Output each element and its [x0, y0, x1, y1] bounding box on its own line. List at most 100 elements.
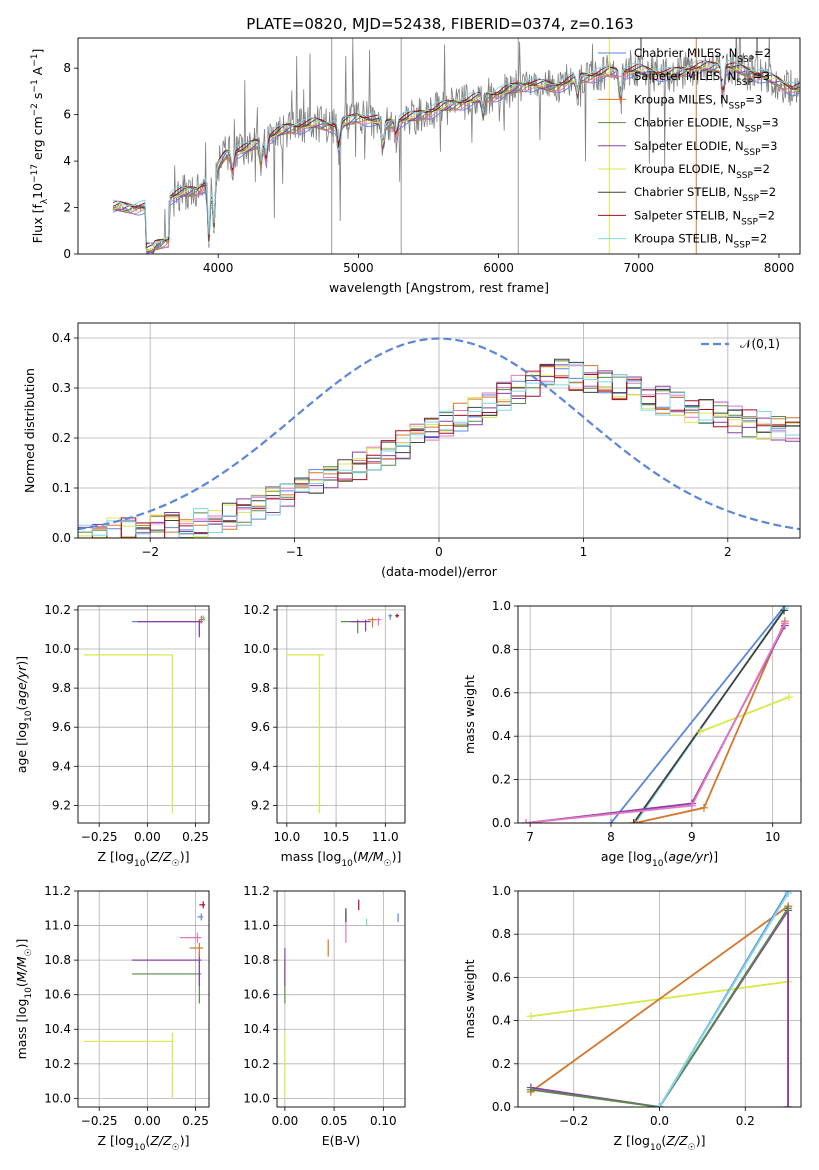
axes-frame [77, 322, 801, 539]
residual-histogram-salpeter-miles [78, 365, 800, 538]
y-axis-label-part: 10 [24, 710, 34, 722]
y-axis-label: mass [log10(M/M☉)] [14, 939, 34, 1060]
x-tick-label: 10 [765, 830, 780, 844]
figure-title: PLATE=0820, MJD=52438, FIBERID=0374, z=0… [246, 15, 633, 33]
axes-frame [276, 605, 406, 824]
x-axis-label: Z [log10(Z/Z☉)] [98, 849, 190, 869]
axes-frame [77, 37, 801, 255]
tick-marks: 4000 5000 6000 7000 8000 0 2 4 6 8 [63, 61, 794, 275]
x-axis-label-part: Z/Z [149, 1133, 172, 1148]
x-tick-label: 0 [435, 545, 443, 559]
y-tick-label: 1.0 [492, 599, 511, 613]
model-spectrum-chabrier-stelib [112, 61, 800, 249]
x-tick-label: 0.10 [370, 1114, 397, 1128]
tick-marks: −2 −1 0 1 2 0.0 0.1 0.2 0.3 0.4 [52, 331, 732, 559]
y-tick-label: 0.4 [492, 729, 511, 743]
y-tick-label: 10.4 [44, 1022, 71, 1036]
y-tick-label: 11.0 [44, 919, 71, 933]
x-axis-label-part: ( [145, 1133, 150, 1148]
x-axis-label-part: M/M [358, 849, 384, 864]
y-tick-label: 4 [63, 154, 71, 168]
legend-entry-count: =2 [750, 232, 767, 246]
y-axis-label: Flux [fλ10−17 erg cm−2 s−1 A−1] [30, 49, 50, 244]
legend-entry: Salpeter MILES, NSSP=3 [634, 69, 770, 88]
x-axis-label: Z [log10(Z/Z☉)] [98, 1133, 190, 1153]
x-axis-label-part: wavelength [Angstrom, rest frame] [329, 280, 549, 295]
y-axis-label-part: −1 [30, 79, 40, 92]
plot-area [78, 337, 800, 538]
legend-entry-sub: SSP [741, 217, 758, 227]
legend-entry-count: =2 [753, 162, 770, 176]
residual-histogram-panel: −2 −1 0 1 2 0.0 0.1 0.2 0.3 0.4 𝒩(0,1) (data-model)… [22, 322, 801, 579]
y-tick-label: 0.6 [492, 686, 511, 700]
legend-entry-name: Kroupa ELODIE, N [634, 162, 736, 176]
grid-lines [277, 606, 405, 823]
y-axis-label-part: s [30, 93, 45, 104]
x-axis-label-part: )] [708, 849, 718, 864]
tick-marks: −0.25 0.00 0.25 10.0 10.2 10.4 10.6 10.8 11.0 11.… [44, 884, 209, 1128]
gaussian-legend-label: 𝒩(0,1) [740, 337, 780, 351]
x-tick-label: 0.0 [650, 1114, 669, 1128]
x-axis-label: Z [log10(Z/Z☉)] [614, 1133, 706, 1153]
x-axis-label-part: ( [353, 849, 358, 864]
legend-entry-sub: SSP [744, 148, 761, 158]
x-tick-label: 7000 [624, 261, 655, 275]
x-axis-label: mass [log10(M/M☉)] [281, 849, 402, 869]
mass-weight-line [658, 892, 789, 1107]
axes-frame [517, 605, 802, 824]
axes-frame [77, 890, 210, 1108]
y-axis-label-part: M/M [14, 956, 29, 982]
mass-weight-point [526, 1085, 535, 1094]
y-axis-label-part: erg cm [30, 116, 45, 164]
legend-entry-count: =3 [745, 92, 762, 106]
model-spectrum-salpeter-miles [112, 67, 800, 252]
x-axis-label-part: ☉ [172, 859, 180, 869]
plot-area [522, 606, 793, 823]
y-axis-label-part: Normed distribution [22, 368, 37, 493]
y-axis-label-part: −17 [30, 164, 40, 183]
x-tick-label: 10.0 [273, 830, 300, 844]
x-tick-label: 0.00 [134, 1114, 161, 1128]
y-axis-label-part: −2 [30, 103, 40, 116]
axes-frame [276, 890, 406, 1108]
legend-entry: Salpeter STELIB, NSSP=2 [634, 208, 775, 227]
y-tick-label: 10.4 [243, 1022, 270, 1036]
x-axis-label-part: )] [392, 849, 402, 864]
legend-entry-name: Kroupa STELIB, N [634, 232, 734, 246]
legend-entry-name: Chabrier STELIB, N [634, 185, 742, 199]
y-tick-label: 10.0 [44, 1091, 71, 1105]
y-tick-label: 0.8 [492, 642, 511, 656]
y-tick-label: 0 [63, 247, 71, 261]
mass-weight-point [695, 727, 704, 736]
y-tick-label: 10.0 [243, 642, 270, 656]
y-tick-label: 10.0 [44, 642, 71, 656]
y-axis-label-part: λ [40, 198, 50, 204]
x-tick-label: −0.2 [559, 1114, 588, 1128]
y-axis-label-part: ] [30, 49, 45, 54]
y-tick-label: 8 [63, 61, 71, 75]
x-tick-label: 0.25 [182, 830, 209, 844]
y-tick-label: 0.2 [492, 773, 511, 787]
x-axis-label-part: mass [log [281, 849, 342, 864]
x-axis-label-part: ☉ [688, 1143, 696, 1153]
mass-weight-point [629, 819, 638, 823]
x-tick-label: 0.2 [736, 1114, 755, 1128]
y-tick-label: 0.2 [492, 1057, 511, 1071]
y-axis-label-part: A [30, 66, 45, 79]
x-axis-label-part: ( [661, 1133, 666, 1148]
x-axis-label: wavelength [Angstrom, rest frame] [329, 280, 549, 295]
legend-entry-count: =2 [754, 46, 771, 60]
massweight-vs-metallicity-panel: −0.2 0.0 0.2 0.0 0.2 0.4 0.6 0.8 1.0 Z [log10(Z/Z… [462, 884, 802, 1153]
y-tick-label: 6 [63, 108, 71, 122]
x-tick-label: 11.0 [372, 830, 399, 844]
x-axis-label-part: 10 [650, 1143, 662, 1153]
legend-entry-sub: SSP [736, 171, 753, 181]
mass-weight-point [687, 801, 696, 810]
model-spectrum-kroupa-stelib [112, 59, 800, 246]
legend-entry: Kroupa ELODIE, NSSP=2 [634, 162, 770, 181]
x-axis-label-part: ☉ [384, 859, 392, 869]
x-axis-label-part: Z/Z [665, 1133, 688, 1148]
x-tick-label: 0.00 [134, 830, 161, 844]
